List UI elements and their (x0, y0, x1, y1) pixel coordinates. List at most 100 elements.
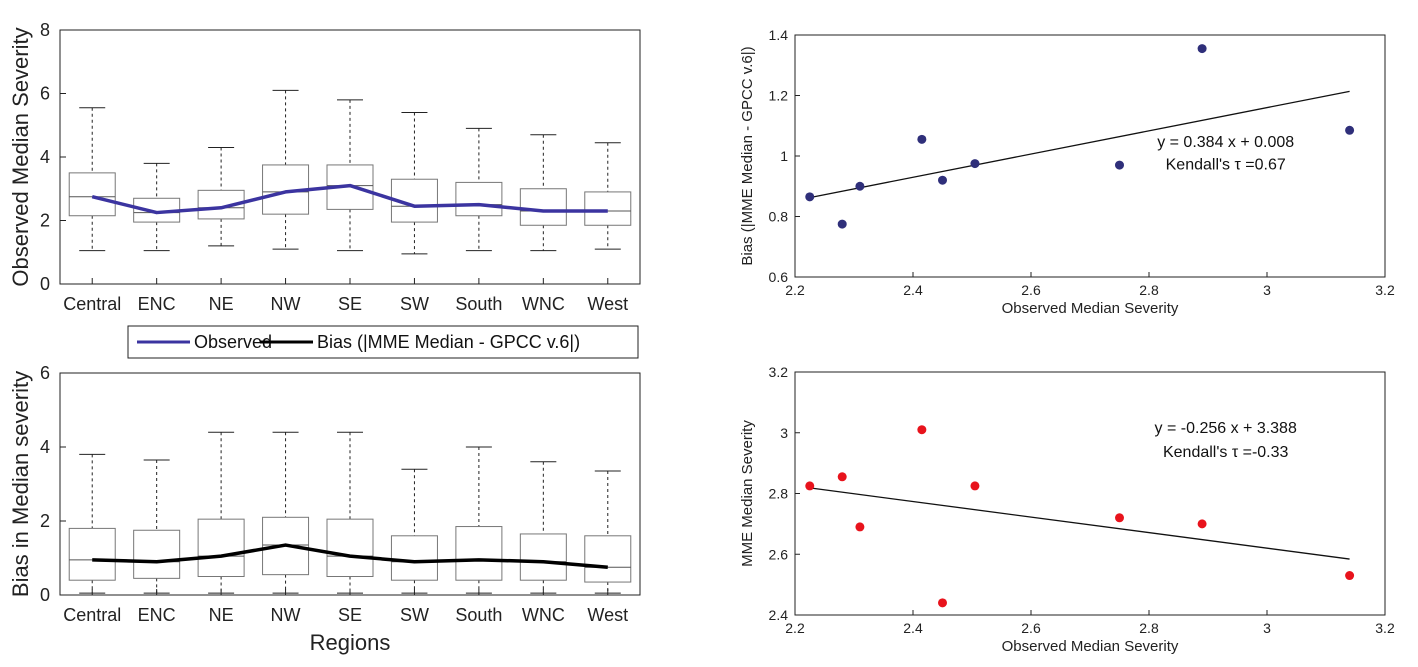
data-point (938, 598, 947, 608)
x-tick-label: NW (271, 605, 301, 625)
x-tick-label: 2.8 (1139, 620, 1159, 636)
box (262, 516, 310, 576)
x-tick-label: 2.4 (903, 620, 923, 636)
y-axis-label: Bias (|MME Median - GPCC v.6|) (739, 46, 756, 265)
mme-vs-observed-scatter: 2.2 2.4 2.6 2.8 3 3.22.42.62.833.2y = -0.256 … (739, 364, 1395, 655)
box (455, 526, 503, 581)
box (326, 518, 374, 578)
x-tick-label: Central (63, 605, 121, 625)
x-tick-label: Central (63, 294, 121, 314)
y-tick-label: 2.8 (769, 486, 789, 502)
fit-equation: y = -0.256 x + 3.388 (1155, 420, 1297, 437)
y-tick-label: 6 (40, 84, 50, 104)
y-tick-label: 2.6 (769, 546, 789, 562)
y-tick-label: 1 (780, 148, 788, 164)
legend-box (127, 325, 639, 359)
x-tick-label: 2.8 (1139, 282, 1159, 298)
series-line (92, 543, 608, 569)
fit-line (809, 487, 1350, 560)
box (584, 191, 632, 226)
bias-median-severity-boxplot: 0 2 4 6 Central ENC NE NW SE SW South WNC West Bias i… (8, 363, 641, 655)
y-tick-label: 0.8 (769, 209, 789, 225)
data-point (837, 219, 847, 229)
box (455, 181, 503, 217)
y-tick-label: 2.4 (769, 607, 789, 623)
x-axis-label: Observed Median Severity (1002, 638, 1179, 655)
data-point (938, 175, 947, 185)
bias-vs-observed-scatter: 2.2 2.4 2.6 2.8 3 3.2 0.6 0.8 1 1.2 1.4 y = 0.384 x… (739, 27, 1395, 317)
y-tick-label: 0.6 (769, 269, 789, 285)
plot-frame (794, 371, 1386, 616)
y-tick-label: 4 (40, 437, 50, 457)
fit-line (809, 90, 1350, 199)
y-tick-label: 6 (40, 363, 50, 383)
observed-median-severity-boxplot: 0 2 4 6 8 Central ENC NE NW SE SW South WNC West Obser… (8, 20, 641, 314)
x-tick-label: 2.4 (903, 282, 923, 298)
y-tick-label: 2 (40, 511, 50, 531)
x-axis-label: Regions (310, 630, 391, 655)
x-tick-label: NE (209, 605, 234, 625)
x-tick-label: WNC (522, 294, 565, 314)
x-tick-label: ENC (138, 605, 176, 625)
data-point (970, 481, 980, 491)
x-tick-label: SW (400, 605, 429, 625)
data-point (1197, 519, 1207, 529)
legend-bias-label: Bias (|MME Median - GPCC v.6|) (317, 332, 580, 352)
data-point (970, 159, 980, 169)
x-tick-label: SE (338, 605, 362, 625)
x-tick-label: 2.6 (1021, 282, 1041, 298)
box (68, 527, 116, 581)
data-point (805, 481, 815, 491)
box (133, 529, 181, 579)
x-tick-label: South (455, 605, 502, 625)
x-axis-label: Observed Median Severity (1002, 300, 1179, 317)
x-tick-label: 3 (1263, 620, 1271, 636)
y-axis-label: Bias in Median severity (8, 371, 33, 597)
y-tick-label: 3.2 (769, 364, 789, 380)
kendall-tau: Kendall's τ =0.67 (1166, 157, 1286, 174)
data-point (1197, 44, 1207, 54)
x-tick-label: NE (209, 294, 234, 314)
x-tick-label: 2.2 (785, 620, 805, 636)
y-tick-label: 4 (40, 147, 50, 167)
y-tick-label: 3 (780, 425, 788, 441)
data-point (855, 522, 865, 532)
x-tick-label: 3.2 (1375, 620, 1395, 636)
x-tick-label: 3 (1263, 282, 1271, 298)
y-axis-label: MME Median Severity (739, 420, 756, 567)
data-point (1345, 125, 1355, 135)
y-tick-label: 0 (40, 274, 50, 294)
x-tick-label: 2.6 (1021, 620, 1041, 636)
data-point (917, 425, 927, 435)
box (68, 172, 116, 217)
x-tick-label: 2.2 (785, 282, 805, 298)
y-tick-label: 2 (40, 211, 50, 231)
x-tick-label: SE (338, 294, 362, 314)
data-point (1345, 571, 1355, 581)
data-point (805, 192, 815, 202)
x-tick-label: SW (400, 294, 429, 314)
data-point (917, 134, 927, 144)
y-tick-label: 1.2 (769, 88, 789, 104)
box (197, 518, 245, 578)
data-point (1115, 513, 1124, 523)
x-tick-label: West (587, 605, 628, 625)
kendall-tau: Kendall's τ =-0.33 (1163, 444, 1289, 461)
box (519, 188, 567, 226)
fit-equation: y = 0.384 x + 0.008 (1157, 134, 1294, 151)
y-tick-label: 1.4 (769, 27, 789, 43)
data-point (855, 181, 865, 191)
x-tick-label: 3.2 (1375, 282, 1395, 298)
y-tick-label: 0 (40, 585, 50, 605)
x-tick-label: NW (271, 294, 301, 314)
x-tick-label: ENC (138, 294, 176, 314)
y-tick-label: 8 (40, 20, 50, 40)
x-tick-label: WNC (522, 605, 565, 625)
data-point (1115, 160, 1124, 170)
box (197, 189, 245, 220)
box (390, 535, 438, 581)
x-tick-label: South (455, 294, 502, 314)
legend-observed-label: Observed (194, 332, 272, 352)
series-line (91, 183, 608, 215)
